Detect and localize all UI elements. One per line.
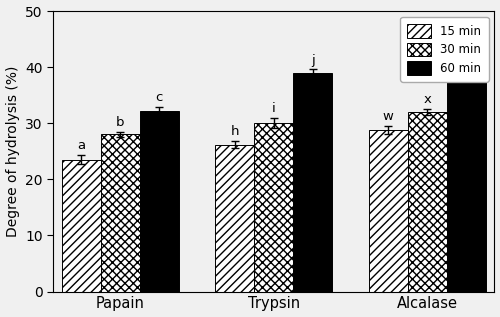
Bar (140, 111, 179, 292)
Bar (215, 145, 254, 292)
Text: x: x (424, 93, 432, 106)
Bar (62, 160, 100, 292)
Bar (369, 130, 408, 292)
Legend: 15 min, 30 min, 60 min: 15 min, 30 min, 60 min (400, 17, 488, 82)
Bar (100, 134, 140, 292)
Y-axis label: Degree of hydrolysis (%): Degree of hydrolysis (%) (6, 66, 20, 237)
Text: a: a (77, 139, 85, 152)
Text: j: j (311, 54, 315, 67)
Text: w: w (383, 110, 394, 123)
Bar (447, 39, 486, 292)
Text: h: h (230, 126, 239, 139)
Text: c: c (156, 91, 163, 104)
Bar (254, 123, 294, 292)
Bar (294, 73, 333, 292)
Text: y: y (462, 16, 470, 29)
Text: i: i (272, 102, 276, 115)
Text: b: b (116, 116, 124, 129)
Bar (408, 112, 447, 292)
